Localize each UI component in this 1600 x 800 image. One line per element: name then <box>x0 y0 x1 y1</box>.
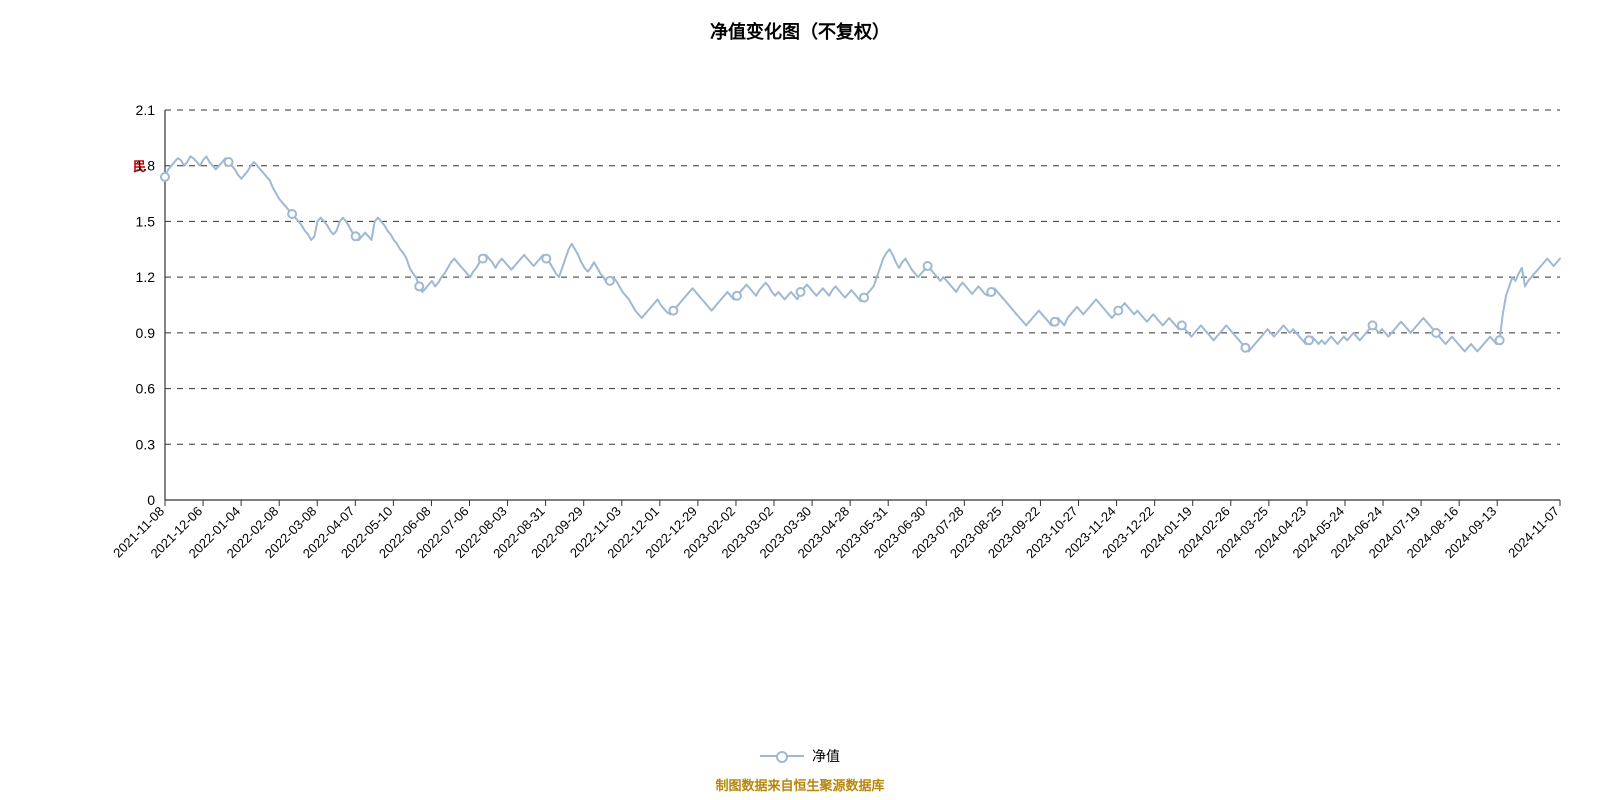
legend-label: 净值 <box>812 746 840 766</box>
chart-container: { "chart": { "type": "line", "title": "净… <box>0 0 1600 800</box>
chart-footer: 制图数据来自恒生聚源数据库 <box>0 775 1600 794</box>
line-chart: 00.30.60.91.21.51.82.12021-11-082021-12-… <box>0 0 1600 800</box>
svg-text:0.9: 0.9 <box>136 325 156 341</box>
svg-text:1.8: 1.8 <box>136 158 156 174</box>
svg-text:2.1: 2.1 <box>136 102 156 118</box>
svg-text:1.2: 1.2 <box>136 269 156 285</box>
legend-line-icon <box>760 755 804 757</box>
svg-text:1.5: 1.5 <box>136 213 156 229</box>
svg-text:0.6: 0.6 <box>136 381 156 397</box>
chart-legend: 净值 <box>0 744 1600 766</box>
svg-text:2024-11-07: 2024-11-07 <box>1505 504 1562 561</box>
legend-marker-icon <box>776 751 788 763</box>
svg-text:0.3: 0.3 <box>136 436 156 452</box>
